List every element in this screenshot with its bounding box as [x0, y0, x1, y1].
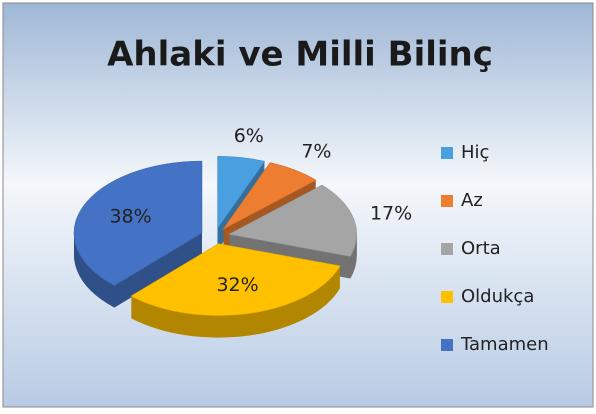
slice — [217, 156, 266, 230]
legend-swatch — [441, 243, 453, 255]
legend-swatch — [441, 339, 453, 351]
slice — [73, 160, 203, 286]
legend-swatch — [441, 195, 453, 207]
data-label: 7% — [301, 141, 331, 163]
data-label: 38% — [109, 206, 151, 228]
slice — [222, 162, 317, 230]
data-label: 17% — [370, 202, 412, 224]
legend-label: Oldukça — [461, 286, 534, 307]
legend-label: Az — [461, 190, 483, 211]
data-label: 6% — [234, 125, 264, 147]
chart-title: Ahlaki ve Milli Bilinç — [107, 35, 493, 75]
legend-label: Tamamen — [460, 334, 549, 355]
data-label: 32% — [216, 274, 258, 296]
legend-swatch — [441, 291, 453, 303]
slice — [130, 243, 341, 316]
slice — [227, 184, 357, 257]
legend-label: Hiç — [461, 142, 489, 163]
legend-swatch — [441, 147, 453, 159]
legend-label: Orta — [461, 238, 501, 259]
